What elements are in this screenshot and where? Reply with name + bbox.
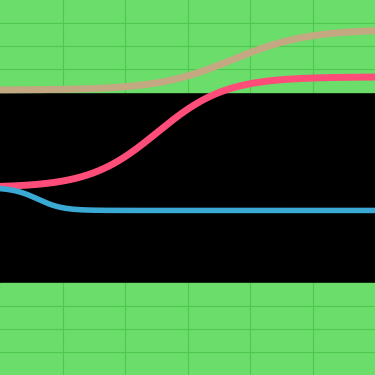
Bar — [0, 0, 375, 92]
Bar — [0, 283, 375, 375]
